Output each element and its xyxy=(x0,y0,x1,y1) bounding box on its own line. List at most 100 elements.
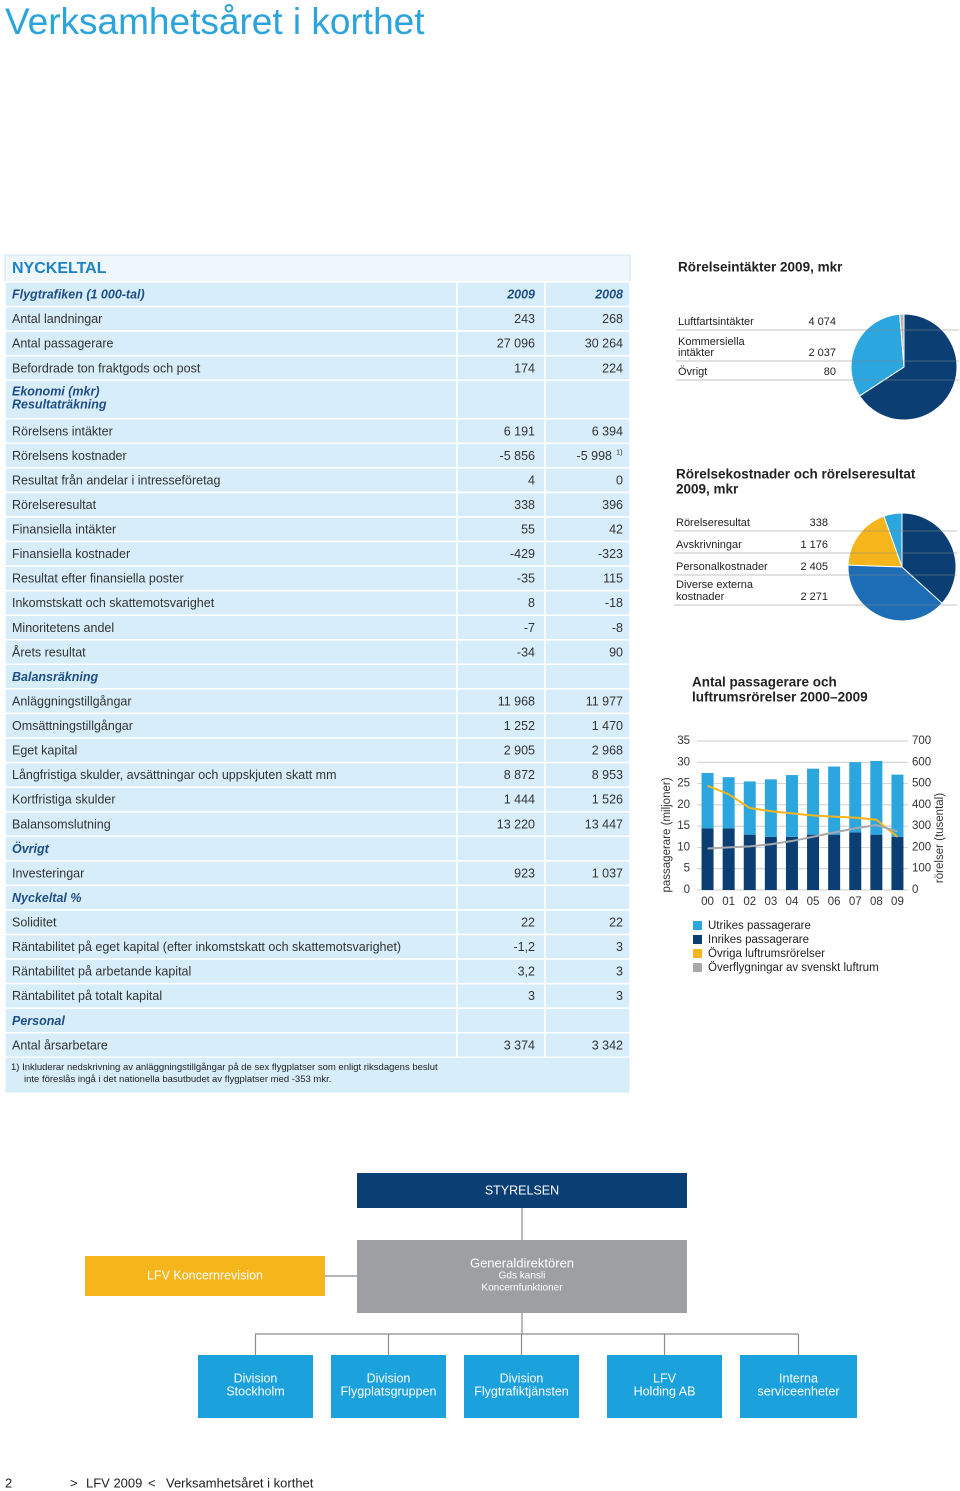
unit-label: Stockholm xyxy=(226,1384,284,1398)
x-tick-label: 06 xyxy=(828,896,841,908)
row-value: 13 447 xyxy=(585,817,623,831)
row-label: Antal årsarbetare xyxy=(12,1038,108,1052)
bar-segment xyxy=(722,828,735,890)
x-tick-label: 02 xyxy=(743,896,756,908)
table-title-cell xyxy=(4,254,631,283)
bar-segment xyxy=(891,774,904,837)
legend-label: Rörelseresultat xyxy=(676,517,750,529)
unit-label: Flygplatsgruppen xyxy=(341,1384,437,1398)
legend-label: Övriga luftrumsrörelser xyxy=(708,948,825,960)
table-cell xyxy=(4,712,458,739)
pie-slice xyxy=(901,512,957,604)
unit-box xyxy=(331,1355,446,1418)
unit-box xyxy=(740,1355,857,1418)
row-value: -8 xyxy=(612,621,623,635)
chart-title: Rörelseintäkter 2009, mkr xyxy=(678,260,843,275)
row-value: 8 953 xyxy=(592,768,623,782)
row-label: Antal passagerare xyxy=(12,337,114,351)
pie-slice xyxy=(847,564,943,622)
footer-mark: < xyxy=(148,1475,156,1490)
row-label: Årets resultat xyxy=(12,644,86,659)
table-cell xyxy=(456,305,546,332)
unit-box xyxy=(198,1355,313,1418)
row-value: 22 xyxy=(609,916,623,930)
board-box xyxy=(357,1173,687,1208)
row-value: 11 977 xyxy=(586,694,623,708)
y-tick-label: 15 xyxy=(677,820,690,832)
chart-title: Antal passagerare och xyxy=(692,675,837,690)
legend-swatch xyxy=(693,963,702,972)
y2-tick-label: 100 xyxy=(912,863,931,875)
row-value: 3,2 xyxy=(518,965,535,979)
legend-swatch xyxy=(693,921,702,930)
bar-segment xyxy=(870,761,883,835)
table-cell xyxy=(456,663,546,690)
row-value: 4 xyxy=(528,473,535,487)
table-cell xyxy=(456,761,546,788)
row-value: 2008 xyxy=(594,288,623,302)
row-value: 0 xyxy=(616,473,623,487)
y2-tick-label: 0 xyxy=(912,884,918,896)
table-cell xyxy=(544,933,631,960)
row-label: Minoritetens andel xyxy=(12,621,114,635)
unit-label: Division xyxy=(500,1371,544,1385)
footnote-box xyxy=(4,1056,631,1094)
bar-segment xyxy=(764,779,777,837)
legend-label: kostnader xyxy=(676,591,725,603)
row-label: Eget kapital xyxy=(12,744,77,758)
row-label: Resultat från andelar i intresseföretag xyxy=(12,473,220,487)
table-cell xyxy=(456,737,546,764)
x-tick-label: 00 xyxy=(701,896,714,908)
value-label: 338 xyxy=(810,517,828,529)
bar-segment xyxy=(807,834,820,890)
table-cell xyxy=(544,330,631,357)
row-label: Räntabilitet på eget kapital (efter inko… xyxy=(12,940,401,954)
table-cell xyxy=(4,379,458,420)
row-value: 30 264 xyxy=(585,337,623,351)
ceo-label: Koncernfunktioner xyxy=(481,1283,563,1294)
row-label: Anläggningstillgångar xyxy=(12,694,132,708)
table-cell xyxy=(544,982,631,1009)
row-value: 923 xyxy=(514,866,535,880)
row-value: 6 394 xyxy=(592,424,623,438)
board-label: STYRELSEN xyxy=(485,1183,559,1197)
row-label: Rörelsens kostnader xyxy=(12,449,127,463)
table-cell xyxy=(4,860,458,887)
table-cell xyxy=(456,1007,546,1034)
table-cell xyxy=(4,958,458,985)
bar-segment xyxy=(849,762,862,833)
bar-segment xyxy=(722,777,735,829)
unit-label: Division xyxy=(367,1371,411,1385)
ceo-label: Gds kansli xyxy=(499,1271,546,1282)
row-value: 243 xyxy=(514,312,535,326)
table-cell xyxy=(456,540,546,567)
row-value: 115 xyxy=(603,572,623,586)
bar-segment xyxy=(701,772,714,829)
unit-label: LFV xyxy=(653,1371,677,1385)
table-cell xyxy=(4,1031,458,1059)
row-value: 27 096 xyxy=(497,337,535,351)
x-tick-label: 05 xyxy=(807,896,820,908)
row-label: Befordrade ton fraktgods och post xyxy=(12,361,201,375)
row-label: Balansräkning xyxy=(12,670,99,684)
pie-slice xyxy=(858,313,958,421)
bar-segment xyxy=(849,832,862,890)
row-value: 22 xyxy=(521,916,535,930)
table-cell xyxy=(544,467,631,494)
table-cell xyxy=(456,589,546,616)
footer-section: Verksamhetsåret i korthet xyxy=(166,1475,314,1490)
unit-label: Division xyxy=(234,1371,278,1385)
table-cell xyxy=(4,639,458,666)
line-series xyxy=(707,784,899,838)
row-label: Balansomslutning xyxy=(12,817,111,831)
row-label: Kortfristiga skulder xyxy=(12,793,116,807)
table-cell xyxy=(4,688,458,715)
row-value: 3 xyxy=(616,965,623,979)
table-cell xyxy=(4,589,458,616)
legend-label: Inrikes passagerare xyxy=(708,934,809,946)
y-tick-label: 5 xyxy=(684,863,690,875)
table-cell xyxy=(456,712,546,739)
row-value: -1,2 xyxy=(513,940,535,954)
